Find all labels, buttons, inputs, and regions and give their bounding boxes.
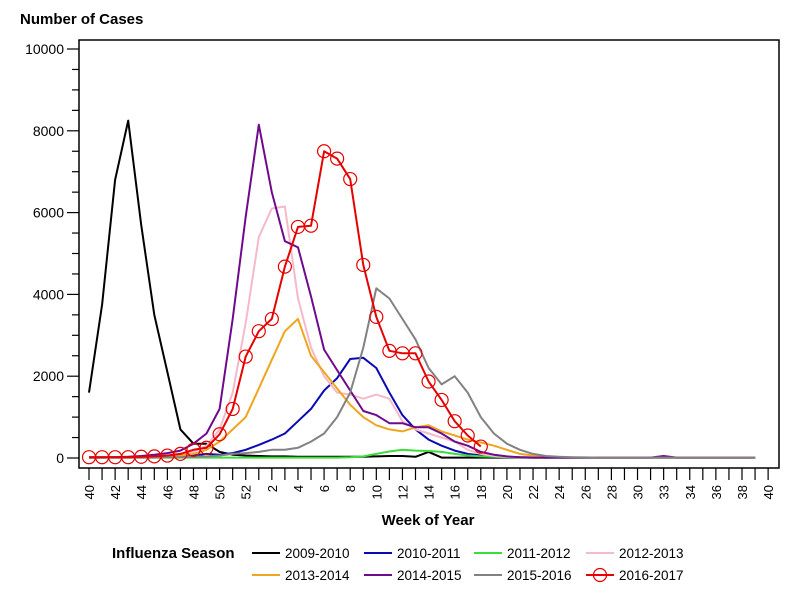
legend-label: 2011-2012: [507, 546, 571, 561]
legend-item: 2015-2016: [474, 568, 572, 583]
legend-item: 2011-2012: [474, 546, 571, 561]
x-tick-label: 52: [239, 485, 254, 499]
x-tick-label: 2: [265, 485, 280, 492]
y-tick-label: 6000: [33, 205, 64, 221]
series-line: [89, 123, 756, 459]
x-tick-label: 30: [631, 485, 646, 499]
legend-label: 2012-2013: [619, 546, 684, 561]
series-line: [89, 205, 756, 459]
x-tick-label: 28: [604, 485, 619, 499]
x-tick-label: 24: [552, 485, 567, 499]
x-tick-label: 42: [108, 485, 123, 499]
legend-marker: [592, 567, 608, 583]
legend-item: 2009-2010: [252, 546, 350, 561]
x-tick-label: 4: [291, 485, 306, 492]
series-layer: [81, 119, 756, 465]
data-point-marker: [447, 414, 462, 429]
series-2010-2011: [89, 356, 756, 459]
series-line: [88, 119, 756, 459]
x-tick-label: 38: [735, 485, 750, 499]
legend: Influenza Season 2009-2010 2010-2011 2011-…: [112, 545, 684, 583]
series-2012-2013: [89, 205, 756, 459]
series-2016-2017: [81, 144, 488, 465]
legend-label: 2016-2017: [619, 568, 684, 583]
data-point-marker: [408, 346, 423, 361]
legend-label: 2013-2014: [285, 568, 350, 583]
x-axis: 40 42 44 46 48 50 52 2 4 6 8 10 12 14 16 18 20 22 24 26 28 30…: [82, 468, 776, 499]
y-axis: 0 2000 4000 6000 8000 10000: [25, 41, 79, 466]
series-line: [89, 356, 756, 459]
legend-label: 2010-2011: [397, 546, 461, 561]
data-point-marker: [264, 311, 279, 327]
x-tick-label: 40: [761, 485, 776, 499]
data-point-marker: [238, 349, 253, 364]
x-tick-label: 48: [186, 485, 201, 499]
x-tick-label: 46: [160, 485, 175, 499]
x-tick-label: 6: [317, 485, 332, 492]
legend-item: 2010-2011: [364, 546, 461, 561]
data-point-marker: [343, 171, 358, 187]
series-2014-2015: [89, 123, 756, 459]
x-tick-label: 40: [82, 485, 97, 499]
data-point-marker: [316, 144, 332, 159]
x-tick-label: 50: [213, 485, 228, 499]
x-tick-label: 26: [578, 485, 593, 499]
y-tick-label: 10000: [25, 41, 64, 57]
legend-title: Influenza Season: [112, 545, 235, 562]
x-tick-label: 36: [709, 485, 724, 499]
x-tick-label: 34: [683, 485, 698, 499]
x-tick-label: 44: [134, 485, 149, 499]
y-axis-title: Number of Cases: [20, 11, 143, 28]
x-tick-label: 12: [395, 485, 410, 499]
legend-item: 2016-2017: [586, 567, 684, 583]
y-tick-label: 8000: [33, 123, 64, 139]
data-point-marker: [421, 374, 436, 389]
y-tick-label: 4000: [33, 286, 64, 302]
x-tick-label: 10: [369, 485, 384, 499]
data-point-marker: [330, 151, 345, 166]
data-point-marker: [225, 401, 240, 417]
data-point-marker: [369, 309, 384, 324]
series-2013-2014: [89, 317, 756, 459]
x-axis-title: Week of Year: [382, 512, 475, 529]
x-tick-label: 18: [474, 485, 489, 499]
legend-label: 2015-2016: [507, 568, 572, 583]
y-tick-label: 2000: [33, 368, 64, 384]
legend-item: 2014-2015: [364, 568, 462, 583]
legend-item: 2012-2013: [586, 546, 684, 561]
data-point-marker: [460, 428, 475, 443]
data-point-marker: [212, 427, 227, 442]
plot-border: [78, 39, 780, 469]
series-line: [89, 317, 756, 459]
series-line: [89, 150, 482, 459]
x-tick-label: 22: [526, 485, 541, 499]
data-point-marker: [199, 440, 214, 455]
x-tick-label: 33: [657, 485, 672, 499]
plot-frame: [78, 39, 780, 469]
x-tick-label: 14: [422, 485, 437, 499]
x-tick-label: 16: [448, 485, 463, 499]
data-point-marker: [303, 218, 319, 233]
legend-label: 2014-2015: [397, 568, 462, 583]
data-point-marker: [356, 257, 371, 273]
legend-label: 2009-2010: [285, 546, 350, 561]
y-tick-label: 0: [56, 450, 64, 466]
legend-item: 2013-2014: [252, 568, 350, 583]
data-point-marker: [251, 324, 266, 339]
data-point-marker: [434, 392, 449, 408]
data-point-marker: [173, 446, 188, 462]
x-tick-label: 8: [343, 485, 358, 492]
data-point-marker: [277, 259, 292, 274]
x-tick-label: 20: [500, 485, 515, 499]
data-point-marker: [473, 439, 488, 454]
series-2009-2010: [88, 119, 756, 459]
